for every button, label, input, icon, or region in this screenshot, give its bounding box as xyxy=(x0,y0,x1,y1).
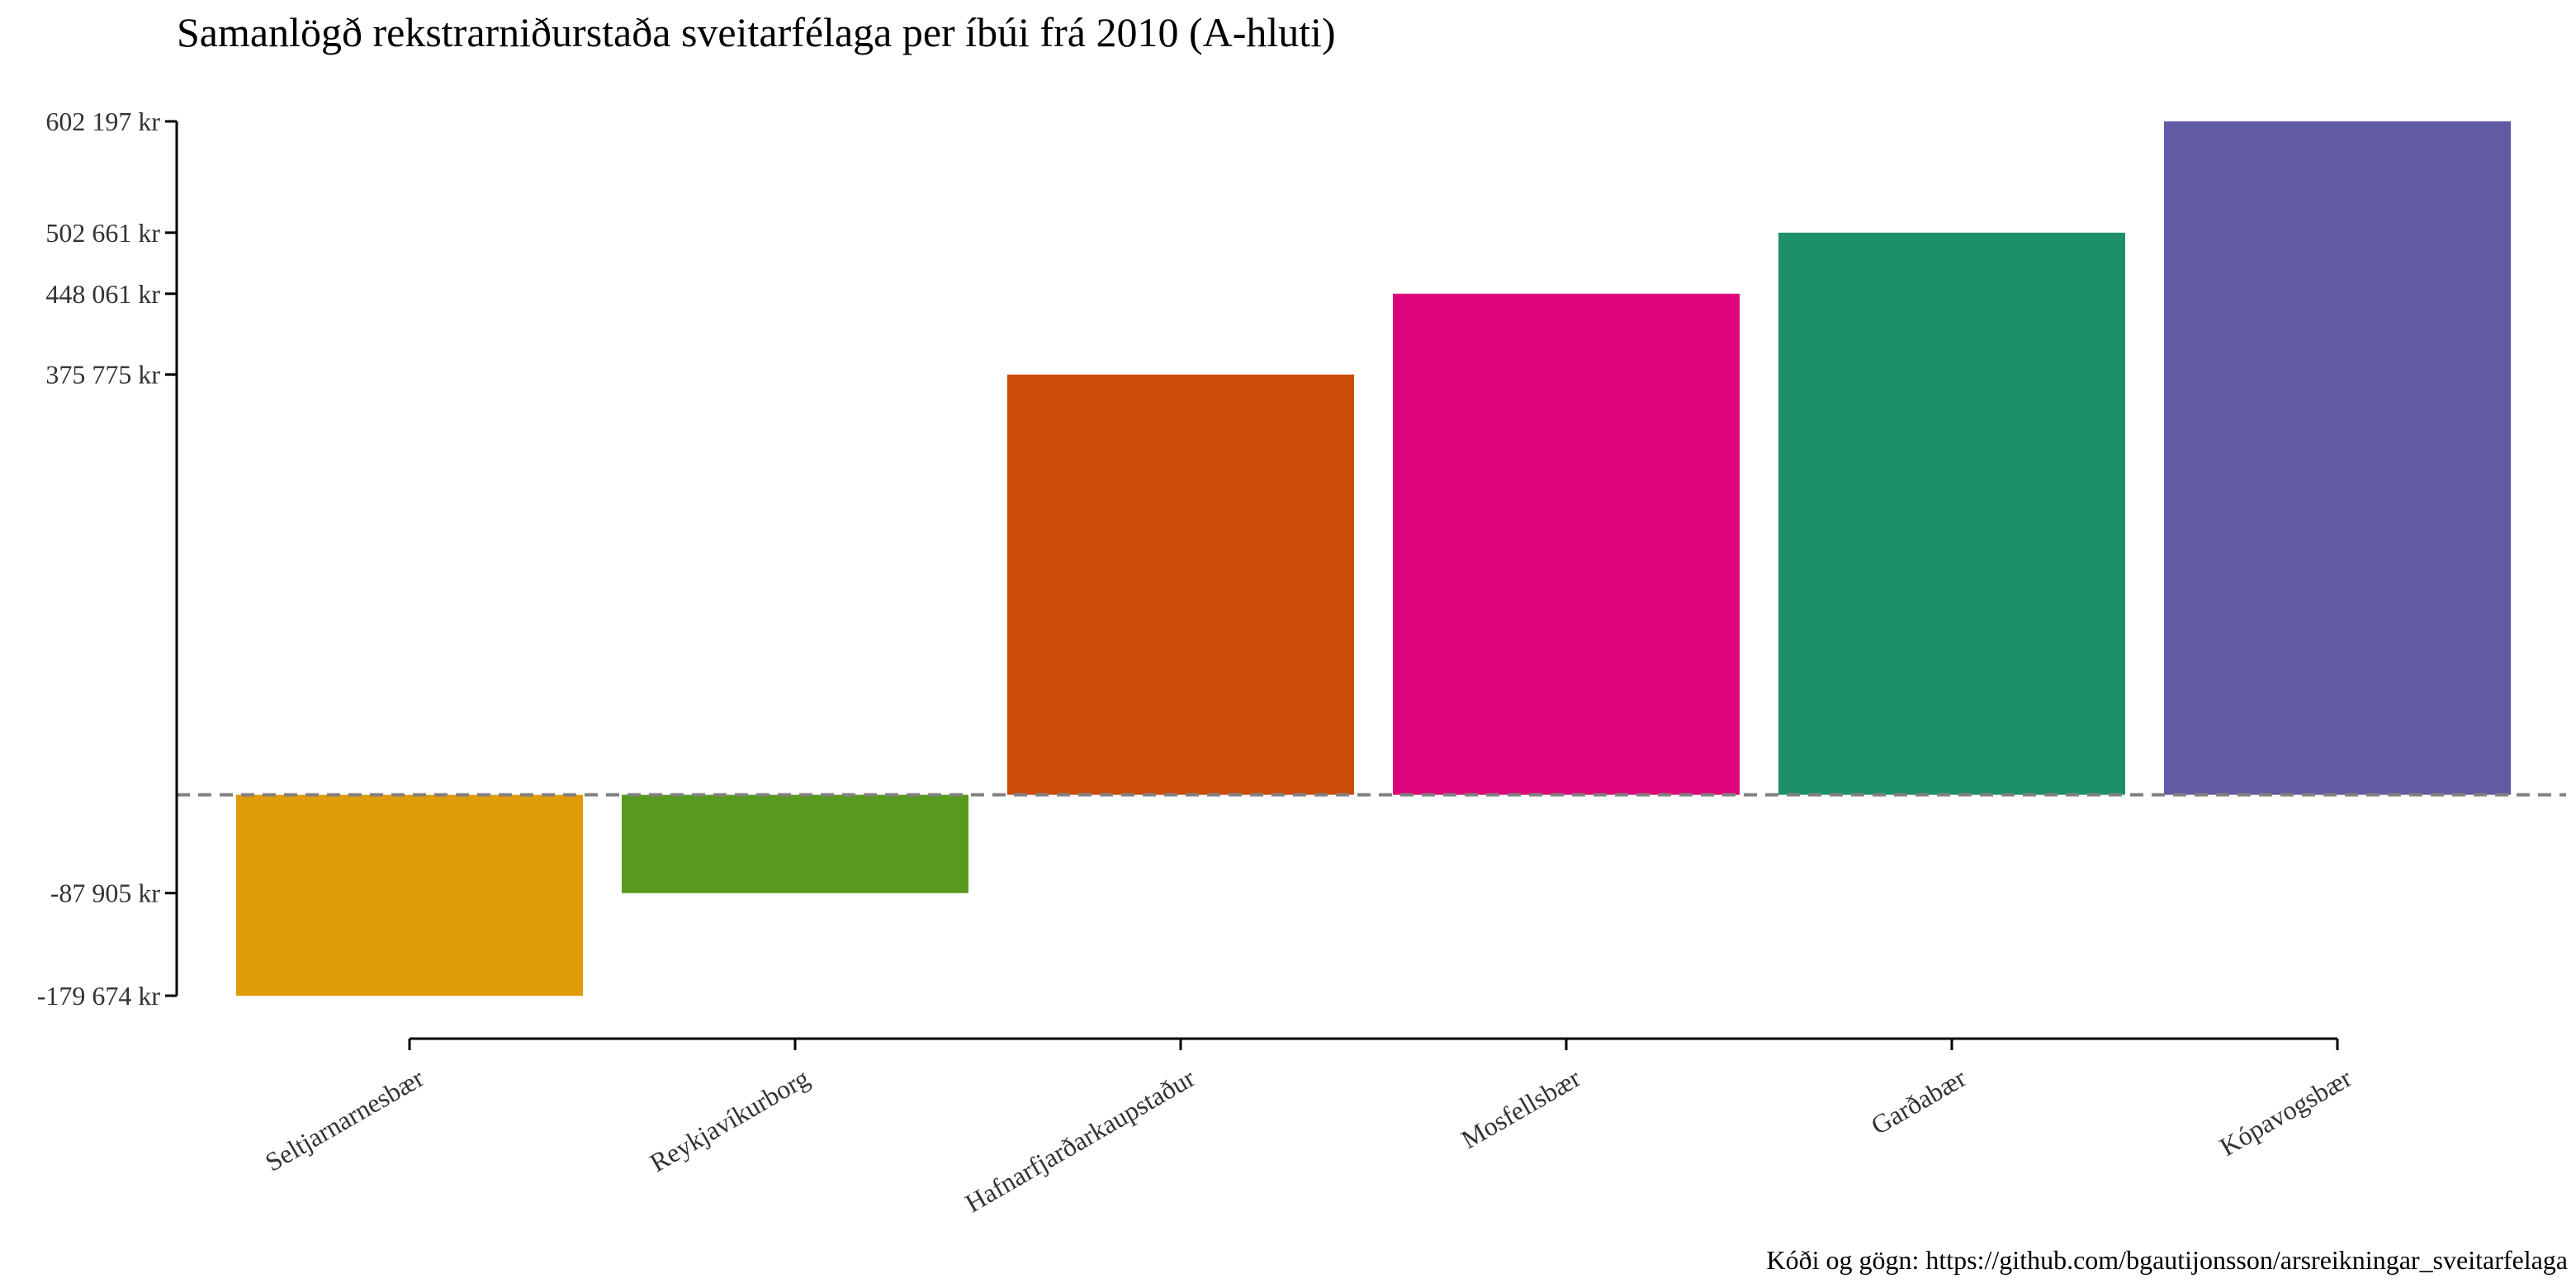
chart-title: Samanlögð rekstrarniðurstaða sveitarféla… xyxy=(177,9,1336,55)
y-tick-label-0: -179 674 kr xyxy=(37,981,161,1011)
y-tick-label-2: 375 775 kr xyxy=(45,360,160,390)
x-axis: Seltjarnarnesbær Reykjavíkurborg Hafnarfja… xyxy=(260,1037,2356,1219)
chart-caption: Kóði og gögn: https://github.com/bgautij… xyxy=(1767,1245,2569,1275)
y-tick-label-3: 448 061 kr xyxy=(45,279,160,309)
x-tick-label-0: Seltjarnarnesbær xyxy=(260,1063,429,1177)
bar-2 xyxy=(1007,374,1354,795)
bar-3 xyxy=(1393,293,1740,795)
bars xyxy=(236,121,2511,996)
y-axis: -179 674 kr -87 905 kr 375 775 kr 448 061 k… xyxy=(37,107,178,1011)
y-tick-label-1: -87 905 kr xyxy=(50,878,161,908)
x-tick-label-2: Hafnarfjarðarkaupstaður xyxy=(960,1063,1200,1219)
x-tick-label-3: Mosfellsbær xyxy=(1456,1063,1586,1154)
bar-1 xyxy=(622,794,968,893)
y-tick-label-4: 502 661 kr xyxy=(45,218,160,248)
bar-0 xyxy=(236,794,583,996)
x-tick-label-5: Kópavogsbær xyxy=(2214,1063,2356,1162)
bar-5 xyxy=(2164,121,2511,795)
y-tick-label-5: 602 197 kr xyxy=(45,107,160,136)
x-tick-label-4: Garðabær xyxy=(1866,1063,1972,1140)
x-tick-label-1: Reykjavíkurborg xyxy=(645,1063,814,1177)
bar-4 xyxy=(1778,232,2125,795)
